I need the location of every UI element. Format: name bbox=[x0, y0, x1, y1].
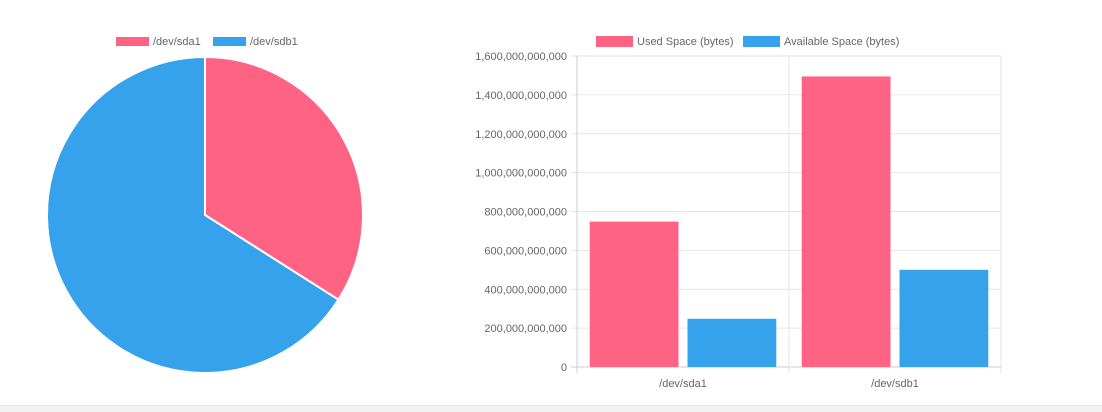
bar-dev-sdb1-available[interactable] bbox=[899, 269, 989, 367]
pie-legend-swatch-1[interactable] bbox=[213, 37, 246, 46]
bar-legend: Used Space (bytes) Available Space (bytes… bbox=[596, 36, 899, 48]
y-tick-label: 1,400,000,000,000 bbox=[475, 90, 567, 102]
bar-chart: Used Space (bytes) Available Space (bytes… bbox=[475, 36, 1002, 390]
x-tick-label: /dev/sda1 bbox=[659, 378, 707, 390]
pie-legend: /dev/sda1/dev/sdb1 bbox=[116, 36, 298, 48]
pie-chart: /dev/sda1/dev/sdb1 bbox=[46, 36, 364, 374]
y-tick-label: 1,000,000,000,000 bbox=[475, 168, 567, 180]
bar-x-axis: /dev/sda1/dev/sdb1 bbox=[659, 378, 919, 390]
bar-legend-label-1[interactable]: Available Space (bytes) bbox=[784, 36, 899, 48]
y-tick-label: 1,600,000,000,000 bbox=[475, 51, 567, 63]
bottom-strip bbox=[0, 405, 1102, 412]
bar-dev-sdb1-used[interactable] bbox=[801, 76, 891, 368]
bar-dev-sda1-used[interactable] bbox=[589, 221, 679, 367]
pie-slices bbox=[46, 55, 364, 374]
bar-bars bbox=[589, 76, 989, 368]
bar-dev-sda1-available[interactable] bbox=[687, 318, 777, 367]
y-tick-label: 400,000,000,000 bbox=[484, 284, 567, 296]
pie-slice-dev-sdb1[interactable] bbox=[46, 55, 340, 374]
bar-legend-label-0[interactable]: Used Space (bytes) bbox=[637, 36, 734, 48]
pie-legend-label-1[interactable]: /dev/sdb1 bbox=[250, 36, 298, 48]
y-tick-label: 1,200,000,000,000 bbox=[475, 129, 567, 141]
y-tick-label: 600,000,000,000 bbox=[484, 245, 567, 257]
x-tick-label: /dev/sdb1 bbox=[871, 378, 919, 390]
bar-legend-swatch-0[interactable] bbox=[596, 36, 633, 47]
bar-y-axis: 0 200,000,000,000 400,000,000,000 600,000,0… bbox=[475, 51, 567, 374]
pie-legend-label-0[interactable]: /dev/sda1 bbox=[153, 36, 201, 48]
y-tick-label: 0 bbox=[561, 362, 567, 374]
y-tick-label: 200,000,000,000 bbox=[484, 323, 567, 335]
y-tick-label: 800,000,000,000 bbox=[484, 207, 567, 219]
pie-legend-swatch-0[interactable] bbox=[116, 37, 149, 46]
bar-legend-swatch-1[interactable] bbox=[743, 36, 780, 47]
